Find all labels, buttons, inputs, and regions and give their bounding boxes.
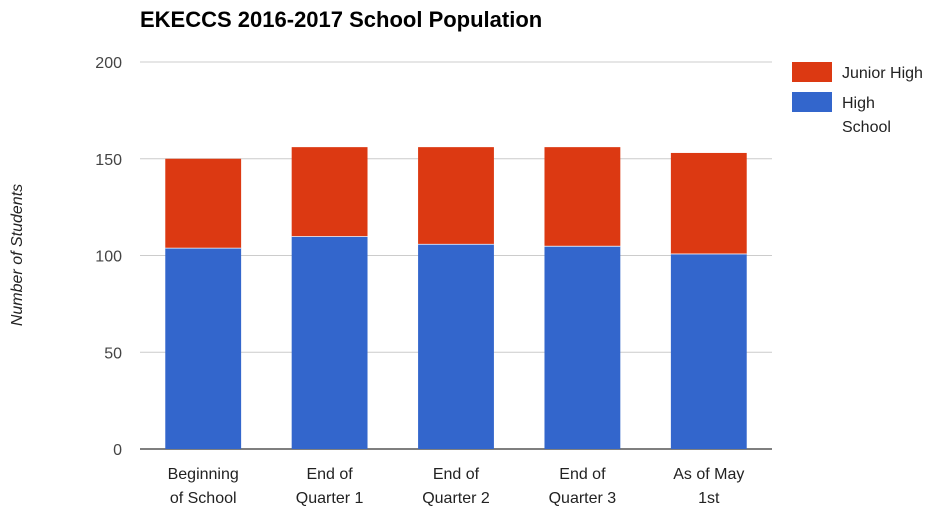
x-tick-label: Beginning of School bbox=[168, 466, 239, 507]
x-tick-label-line: 1st bbox=[698, 490, 720, 507]
bar-high-school bbox=[418, 243, 494, 449]
legend-label-line: Junior High bbox=[842, 65, 923, 82]
bar-high-school bbox=[165, 247, 242, 449]
bar-junior-high bbox=[291, 147, 368, 237]
x-tick-label-line: End of bbox=[306, 466, 353, 483]
legend-label-line: High bbox=[842, 95, 875, 112]
y-axis-title: Number of Students bbox=[9, 184, 26, 326]
x-tick-label: As of May 1st bbox=[673, 466, 744, 507]
bars bbox=[165, 147, 747, 449]
x-tick-label: End of Quarter 1 bbox=[296, 466, 364, 507]
bar-junior-high bbox=[418, 147, 494, 244]
x-tick-label-line: End of bbox=[433, 466, 480, 483]
x-tick-label-line: End of bbox=[559, 466, 606, 483]
bar-high-school bbox=[670, 253, 747, 449]
legend-label-line: School bbox=[842, 119, 891, 136]
x-axis-ticks: Beginning of School End of Quarter 1 End of Q… bbox=[168, 466, 745, 507]
x-tick-label-line: Quarter 1 bbox=[296, 490, 364, 507]
legend-item-junior-high: Junior High bbox=[792, 62, 923, 82]
x-tick-label: End of Quarter 3 bbox=[549, 466, 617, 507]
legend-label: Junior High bbox=[842, 65, 923, 82]
x-tick-label-line: As of May bbox=[673, 466, 744, 483]
legend: Junior High High School bbox=[792, 62, 923, 136]
chart-title: EKECCS 2016-2017 School Population bbox=[140, 7, 542, 32]
y-tick-label: 200 bbox=[95, 55, 122, 72]
bar-junior-high bbox=[670, 152, 747, 254]
x-tick-label-line: Beginning bbox=[168, 466, 239, 483]
bar-high-school bbox=[291, 236, 368, 449]
x-tick-label: End of Quarter 2 bbox=[422, 466, 490, 507]
y-tick-label: 50 bbox=[104, 345, 122, 362]
legend-label: High School bbox=[842, 95, 891, 136]
legend-swatch bbox=[792, 62, 832, 82]
legend-item-high-school: High School bbox=[792, 92, 891, 136]
y-tick-label: 150 bbox=[95, 152, 122, 169]
y-tick-label: 100 bbox=[95, 249, 122, 266]
x-tick-label-line: Quarter 2 bbox=[422, 490, 490, 507]
bar-junior-high bbox=[165, 158, 242, 248]
x-tick-label-line: of School bbox=[170, 490, 237, 507]
x-tick-label-line: Quarter 3 bbox=[549, 490, 617, 507]
y-tick-label: 0 bbox=[113, 442, 122, 459]
bar-high-school bbox=[544, 245, 621, 449]
y-axis-ticks: 0 50 100 150 200 bbox=[95, 55, 122, 459]
legend-swatch bbox=[792, 92, 832, 112]
bar-junior-high bbox=[544, 147, 621, 246]
